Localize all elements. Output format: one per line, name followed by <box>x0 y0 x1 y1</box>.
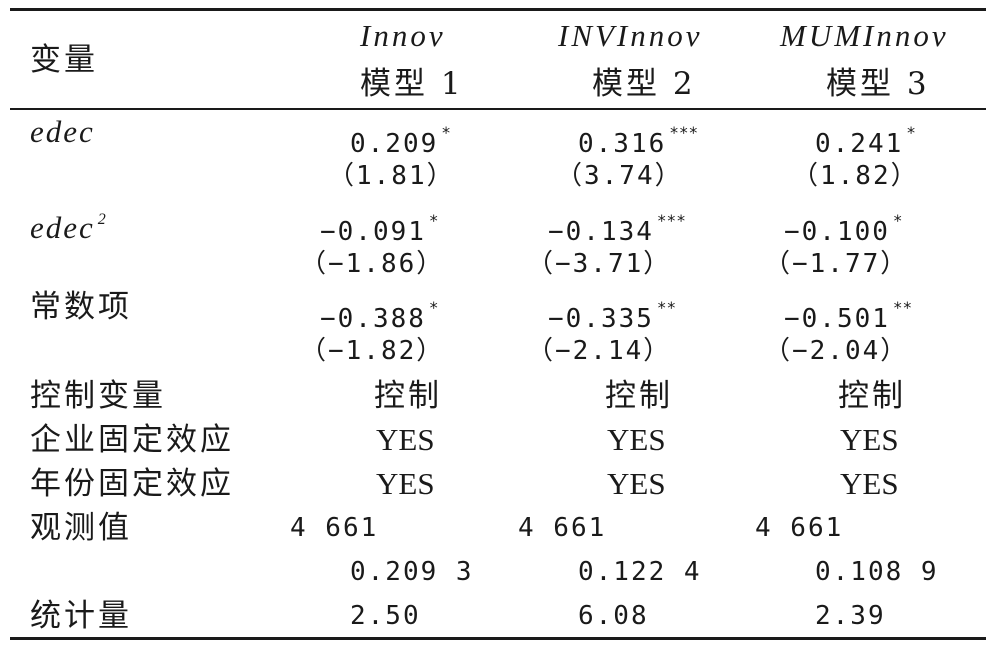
tstat-edec-3: （1.82） <box>792 161 919 191</box>
row-label-firm-fe: 企业固定效应 <box>30 422 234 458</box>
bottom-rule <box>10 637 986 640</box>
observations-2: 4 661 <box>518 513 607 543</box>
controls-3: 控制 <box>838 378 906 414</box>
controls-2: 控制 <box>605 378 673 414</box>
statistic-2: 6.08 <box>578 601 649 631</box>
controls-1: 控制 <box>374 378 442 414</box>
row-label-controls: 控制变量 <box>30 378 166 414</box>
tstat-constant-1: （−1.82） <box>300 336 445 366</box>
r2-2: 0.122 4 <box>578 557 702 587</box>
tstat-edec-2: （3.74） <box>556 161 683 191</box>
header-variable-label: 变量 <box>30 42 98 78</box>
header-depvar-3: MUMInnov <box>780 18 949 53</box>
header-depvar-2: INVInnov <box>558 18 703 53</box>
row-label-statistic: 统计量 <box>30 598 132 634</box>
statistic-1: 2.50 <box>350 601 421 631</box>
tstat-constant-3: （−2.04） <box>764 336 909 366</box>
firm-fe-1: YES <box>376 422 435 457</box>
year-fe-3: YES <box>840 466 899 501</box>
tstat-edec-1: （1.81） <box>328 161 455 191</box>
coef-edec-1: 0.209 * <box>350 123 451 159</box>
coef-constant-1: −0.388 * <box>320 298 439 334</box>
firm-fe-3: YES <box>840 422 899 457</box>
header-model-3: 模型 3 <box>826 66 930 102</box>
coef-edec2-1: −0.091 * <box>320 211 439 247</box>
tstat-edec2-1: （−1.86） <box>300 249 445 279</box>
header-model-1: 模型 1 <box>360 66 464 102</box>
row-label-edec-squared: edec 2 <box>30 210 106 245</box>
row-label-constant: 常数项 <box>30 289 132 325</box>
row-label-edec: edec <box>30 114 95 149</box>
coef-edec-3: 0.241 * <box>815 123 916 159</box>
coef-edec-2: 0.316 *** <box>578 123 699 159</box>
year-fe-1: YES <box>376 466 435 501</box>
firm-fe-2: YES <box>607 422 666 457</box>
coef-edec2-3: −0.100 * <box>784 211 903 247</box>
r2-1: 0.209 3 <box>350 557 474 587</box>
header-rule <box>10 108 986 110</box>
coef-constant-2: −0.335 ** <box>548 298 677 334</box>
coef-constant-3: −0.501 ** <box>784 298 913 334</box>
top-rule <box>10 8 986 11</box>
header-model-2: 模型 2 <box>592 66 696 102</box>
row-label-year-fe: 年份固定效应 <box>30 466 234 502</box>
row-label-observations: 观测值 <box>30 510 132 546</box>
observations-1: 4 661 <box>290 513 379 543</box>
year-fe-2: YES <box>607 466 666 501</box>
header-depvar-1: Innov <box>360 18 446 53</box>
tstat-edec2-3: （−1.77） <box>764 249 909 279</box>
tstat-edec2-2: （−3.71） <box>527 249 672 279</box>
observations-3: 4 661 <box>755 513 844 543</box>
coef-edec2-2: −0.134 *** <box>548 211 686 247</box>
tstat-constant-2: （−2.14） <box>527 336 672 366</box>
r2-3: 0.108 9 <box>815 557 939 587</box>
statistic-3: 2.39 <box>815 601 886 631</box>
